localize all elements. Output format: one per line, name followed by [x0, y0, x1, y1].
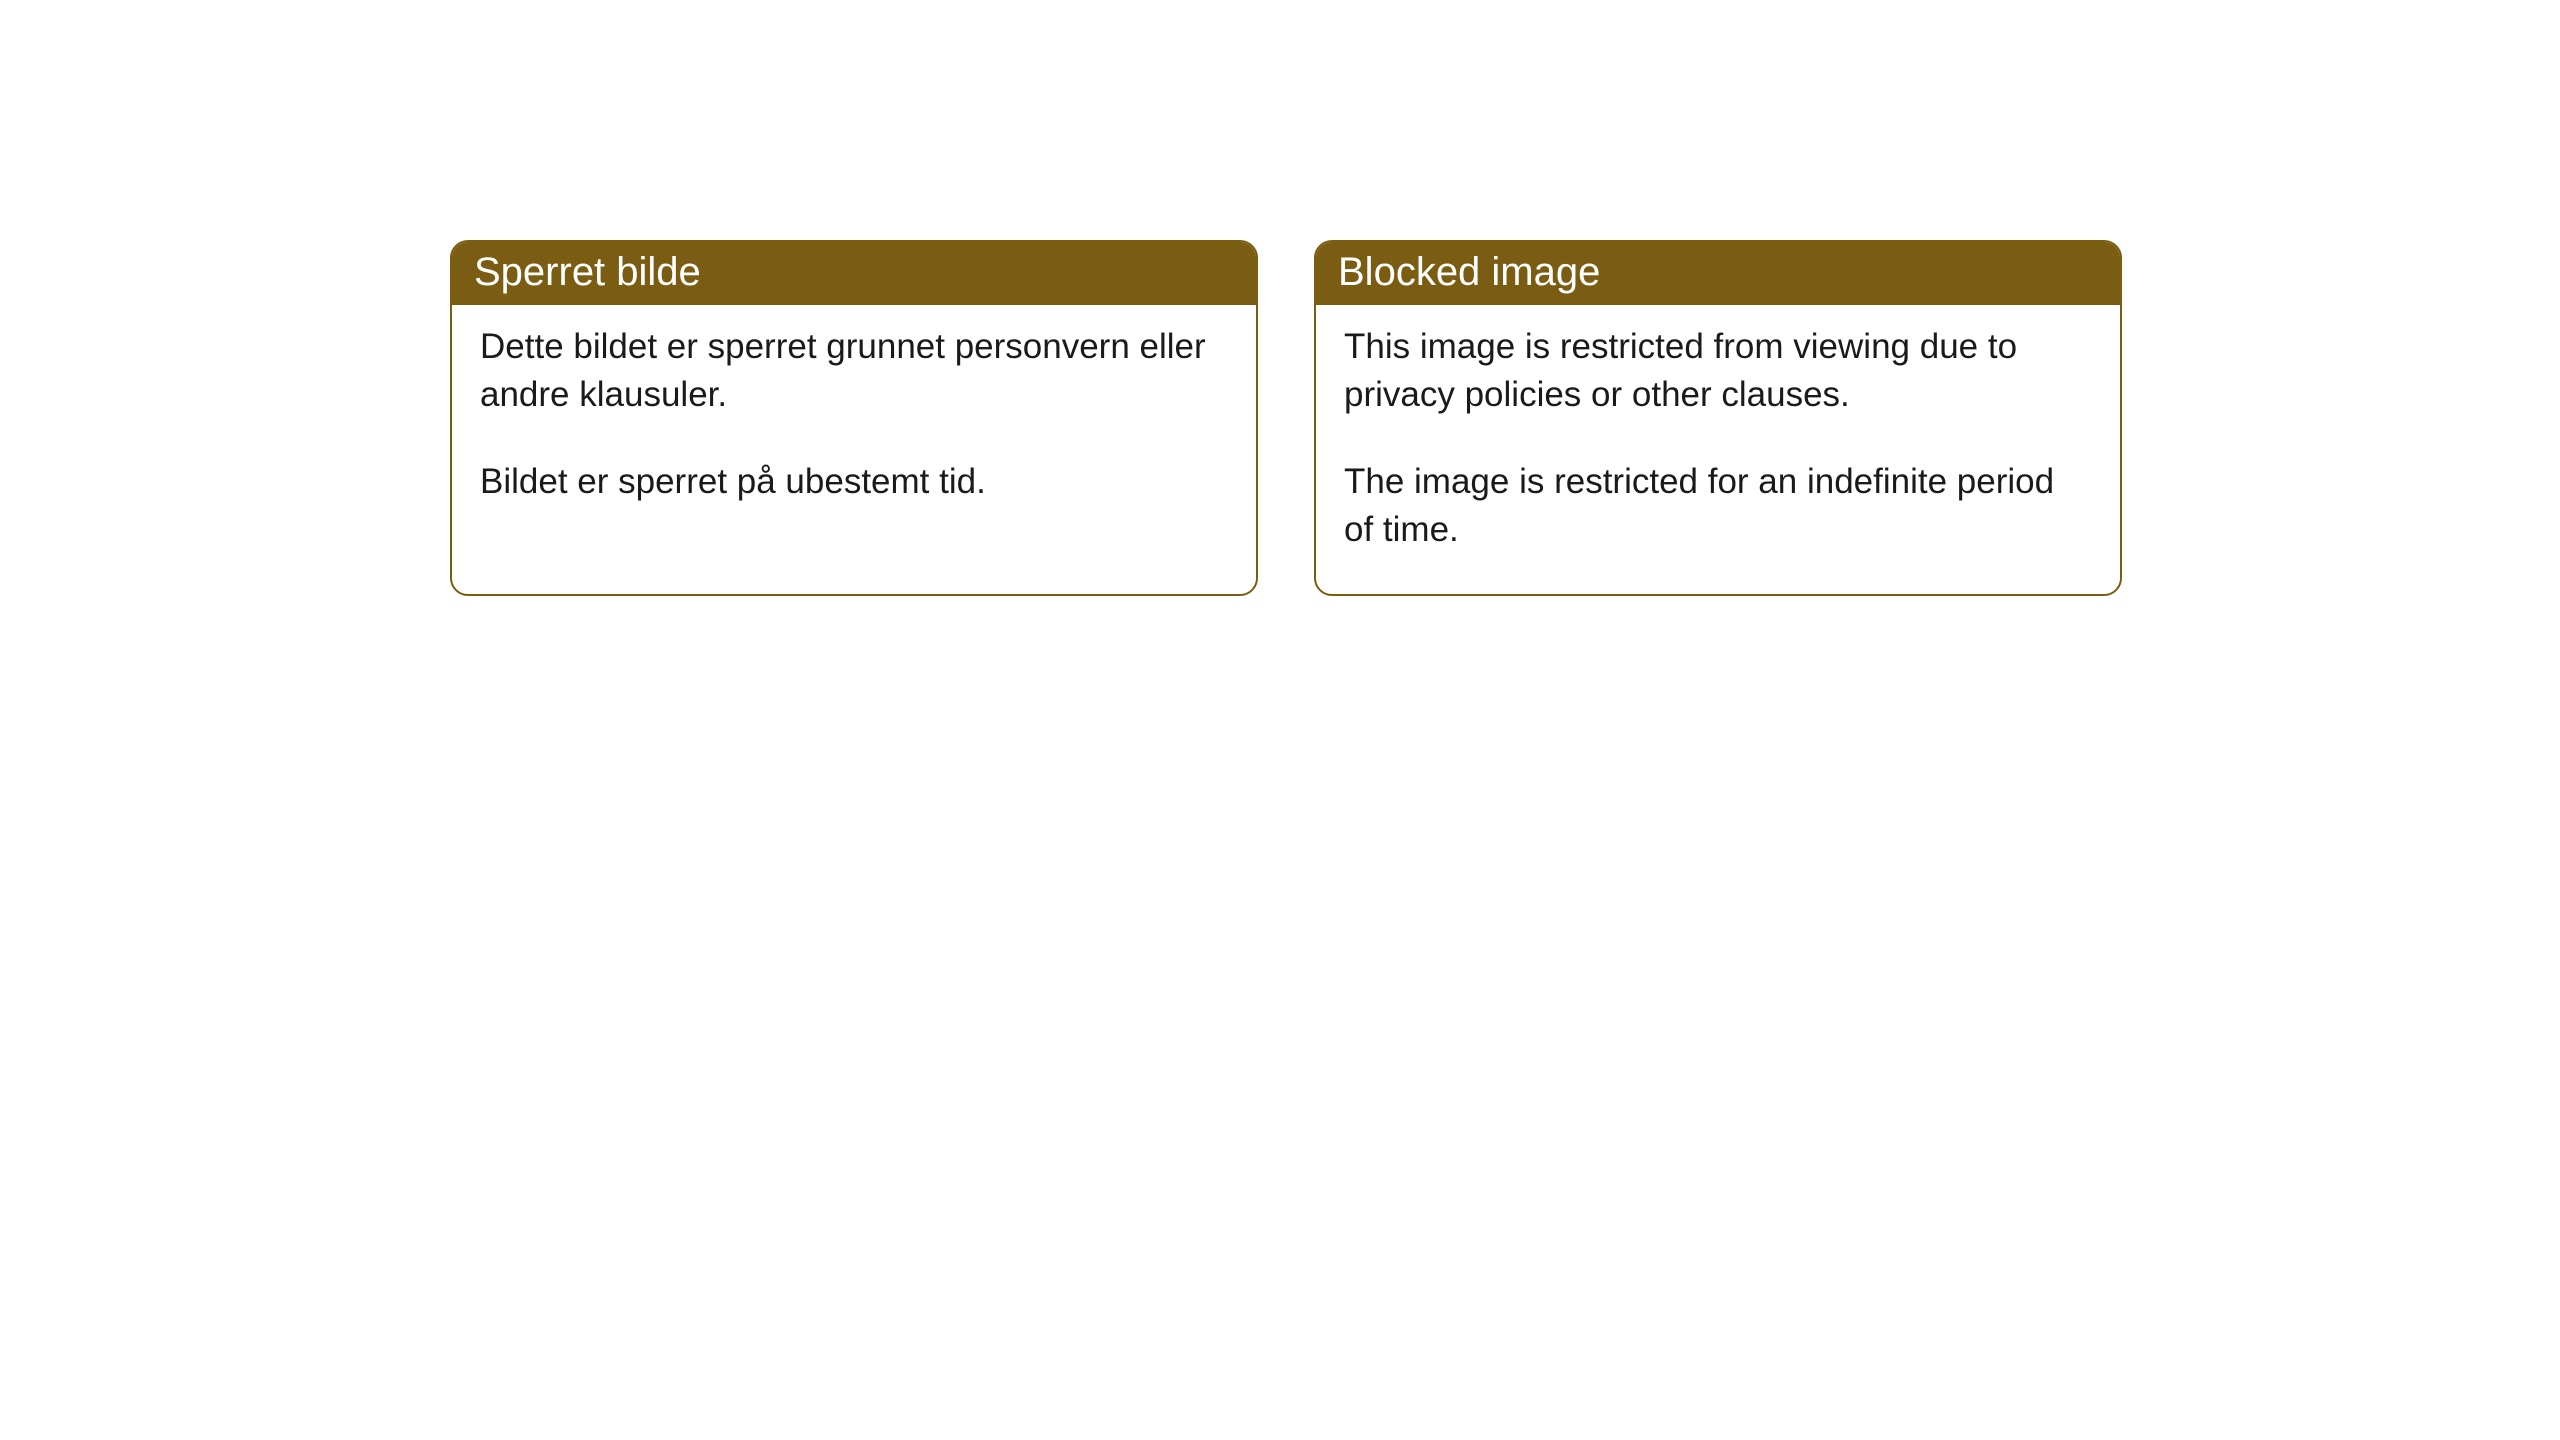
card-text-en-2: The image is restricted for an indefinit… — [1344, 458, 2092, 555]
card-text-en-1: This image is restricted from viewing du… — [1344, 323, 2092, 420]
card-body-en: This image is restricted from viewing du… — [1316, 305, 2120, 594]
card-header-no: Sperret bilde — [452, 242, 1256, 305]
cards-container: Sperret bilde Dette bildet er sperret gr… — [450, 240, 2122, 596]
card-text-no-2: Bildet er sperret på ubestemt tid. — [480, 458, 1228, 506]
blocked-image-card-en: Blocked image This image is restricted f… — [1314, 240, 2122, 596]
card-body-no: Dette bildet er sperret grunnet personve… — [452, 305, 1256, 546]
card-text-no-1: Dette bildet er sperret grunnet personve… — [480, 323, 1228, 420]
card-header-en: Blocked image — [1316, 242, 2120, 305]
blocked-image-card-no: Sperret bilde Dette bildet er sperret gr… — [450, 240, 1258, 596]
